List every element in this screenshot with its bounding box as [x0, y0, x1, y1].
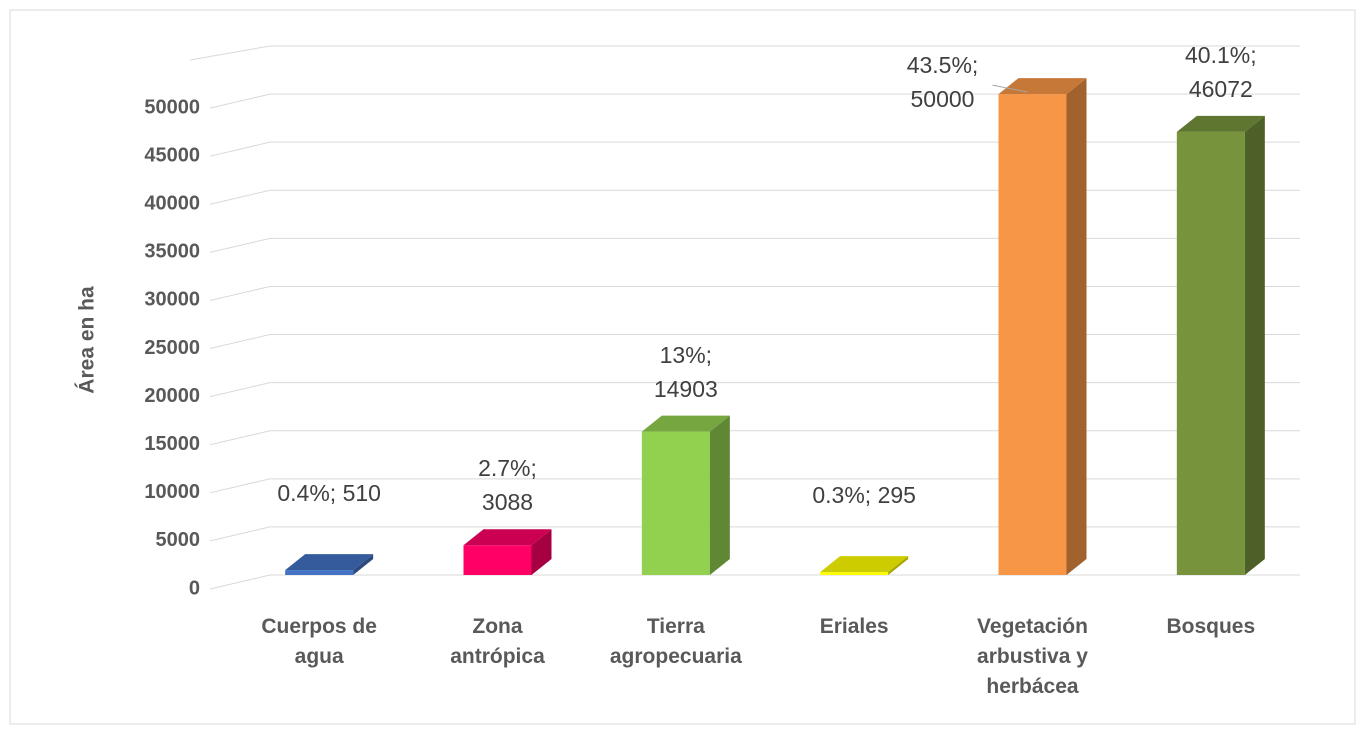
bar	[1176, 115, 1265, 575]
bar	[820, 556, 909, 575]
y-tick-label: 25000	[144, 337, 200, 359]
data-label: 2.7%; 3088	[478, 455, 537, 516]
bar-side	[1244, 115, 1265, 575]
y-tick-label: 20000	[144, 385, 200, 407]
bar-top	[463, 529, 552, 546]
bar	[463, 529, 552, 575]
x-tick-label: Zona antrópica	[450, 615, 545, 668]
y-tick-label: 40000	[144, 193, 200, 215]
y-tick-label: 10000	[144, 481, 200, 503]
chart-border	[9, 9, 1356, 725]
bar-side	[1066, 78, 1087, 575]
x-tick-label: Tierra agropecuaria	[609, 615, 742, 668]
grid-line	[209, 189, 1300, 205]
bar	[285, 554, 374, 575]
bar-top	[285, 554, 374, 571]
bar-side	[531, 529, 552, 575]
bar-top	[1176, 115, 1265, 132]
bar	[998, 78, 1087, 575]
grid-line	[209, 285, 1300, 301]
y-axis-title: Área en ha	[76, 286, 99, 394]
x-tick-label: Eriales	[819, 615, 889, 638]
bar-side	[709, 415, 730, 575]
grid-line	[209, 382, 1300, 398]
leader-line	[992, 84, 1028, 93]
bar	[641, 415, 730, 575]
x-tick-label: Cuerpos de agua	[261, 615, 377, 668]
bar-front	[463, 545, 532, 575]
grid-line	[209, 334, 1300, 350]
y-tick-label: 0	[189, 577, 200, 599]
bar-front	[998, 94, 1067, 575]
y-tick-label: 35000	[144, 241, 200, 263]
bar-top	[641, 415, 730, 432]
y-tick-label: 50000	[144, 96, 200, 118]
grid-line	[209, 141, 1300, 157]
grid-line	[209, 574, 1300, 590]
bar-front	[641, 431, 710, 575]
bar-front	[1176, 131, 1245, 575]
y-tick-label: 15000	[144, 433, 200, 455]
bar-side	[888, 556, 909, 575]
grid-line	[209, 237, 1300, 253]
x-tick-label: Vegetación arbustiva y herbácea	[977, 615, 1088, 698]
bar-front	[820, 572, 889, 575]
grid-line	[209, 430, 1300, 446]
data-label: 40.1%; 46072	[1185, 41, 1257, 102]
data-label: 0.4%; 510	[277, 480, 381, 507]
bar-side	[353, 554, 374, 575]
bar-top	[998, 78, 1087, 95]
bar-top	[820, 556, 909, 573]
data-label: 13%; 14903	[653, 341, 718, 402]
wall-top	[189, 45, 1300, 61]
y-tick-label: 30000	[144, 289, 200, 311]
y-tick-label: 45000	[144, 144, 200, 166]
bar-front	[285, 570, 354, 575]
x-tick-label: Bosques	[1166, 615, 1256, 638]
data-label: 43.5%; 50000	[906, 52, 979, 113]
y-tick-label: 5000	[156, 529, 201, 551]
data-label: 0.3%; 295	[812, 482, 916, 509]
grid-line	[209, 93, 1300, 109]
grid-line	[209, 526, 1300, 542]
grid-line	[209, 478, 1300, 494]
